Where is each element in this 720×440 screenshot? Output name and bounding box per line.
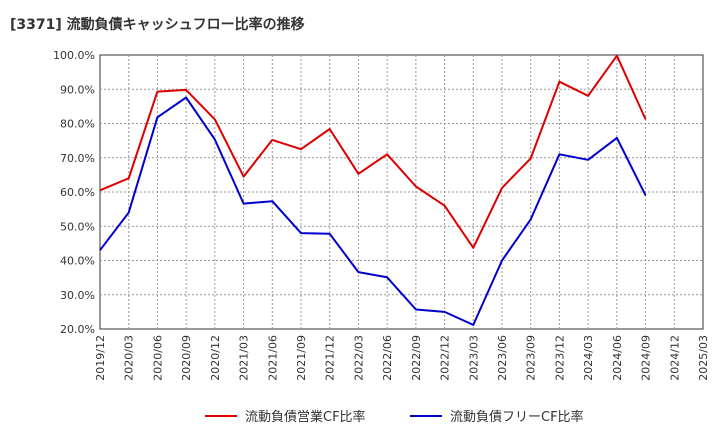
x-tick-label: 2024/06 — [611, 335, 624, 381]
x-tick-label: 2021/12 — [324, 335, 337, 381]
chart-title: [3371] 流動負債キャッシュフロー比率の推移 — [10, 17, 305, 33]
x-tick-label: 2020/06 — [151, 335, 164, 381]
x-tick-label: 2023/09 — [525, 335, 538, 381]
y-tick-label: 100.0% — [53, 49, 95, 62]
y-tick-label: 60.0% — [60, 186, 95, 199]
y-tick-label: 80.0% — [60, 118, 95, 131]
legend-label-2: 流動負債フリーCF比率 — [450, 409, 584, 425]
x-tick-label: 2021/09 — [295, 335, 308, 381]
x-tick-label: 2022/12 — [439, 335, 452, 381]
x-tick-label: 2020/09 — [180, 335, 193, 381]
x-tick-label: 2021/03 — [238, 335, 251, 381]
x-tick-label: 2019/12 — [94, 335, 107, 381]
x-tick-label: 2022/06 — [381, 335, 394, 381]
x-tick-label: 2024/09 — [640, 335, 653, 381]
x-tick-label: 2022/03 — [352, 335, 365, 381]
x-tick-label: 2023/12 — [553, 335, 566, 381]
x-tick-label: 2020/03 — [123, 335, 136, 381]
x-tick-label: 2021/06 — [266, 335, 279, 381]
series-line-2 — [99, 96, 647, 326]
y-tick-label: 30.0% — [60, 289, 95, 302]
y-tick-label: 70.0% — [60, 152, 95, 165]
x-tick-label: 2023/03 — [467, 335, 480, 381]
x-tick-label: 2024/03 — [582, 335, 595, 381]
x-tick-label: 2022/09 — [410, 335, 423, 381]
x-tick-label: 2024/12 — [668, 335, 681, 381]
y-tick-label: 50.0% — [60, 220, 95, 233]
x-tick-label: 2025/03 — [697, 335, 710, 381]
legend-label-1: 流動負債営業CF比率 — [245, 409, 366, 425]
series-line-1 — [99, 54, 647, 249]
x-tick-label: 2020/12 — [209, 335, 222, 381]
y-tick-label: 90.0% — [60, 83, 95, 96]
y-tick-label: 40.0% — [60, 255, 95, 268]
y-tick-label: 20.0% — [60, 323, 95, 336]
x-tick-label: 2023/06 — [496, 335, 509, 381]
